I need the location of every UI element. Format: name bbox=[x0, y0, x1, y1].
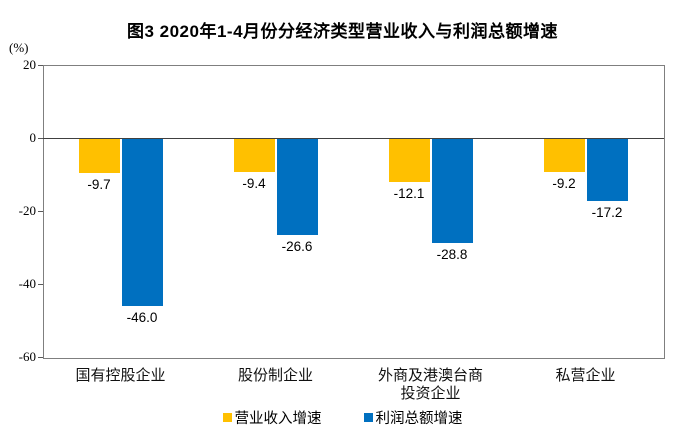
y-tick-mark bbox=[38, 65, 43, 66]
y-tick-label: 0 bbox=[29, 130, 37, 145]
legend-swatch-profit bbox=[363, 413, 373, 422]
y-tick-label: -40 bbox=[18, 276, 36, 291]
revenue-value-label: -9.4 bbox=[242, 176, 266, 192]
revenue-value-label: -9.7 bbox=[87, 177, 111, 193]
y-tick-mark bbox=[38, 284, 43, 285]
revenue-value-label: -9.2 bbox=[552, 175, 576, 191]
chart-title: 图3 2020年1-4月份分经济类型营业收入与利润总额增速 bbox=[126, 22, 559, 41]
y-tick-label: -60 bbox=[18, 349, 36, 364]
revenue-bar bbox=[233, 139, 275, 173]
profit-bar bbox=[431, 139, 473, 244]
legend-label-revenue: 营业收入增速 bbox=[234, 411, 322, 427]
legend-swatch-revenue bbox=[222, 413, 232, 422]
y-axis-unit-label: (%) bbox=[9, 40, 29, 55]
zero-baseline bbox=[43, 138, 664, 139]
legend-item-profit: 利润总额增速 bbox=[363, 407, 463, 428]
revenue-bar bbox=[543, 139, 585, 172]
x-category-label: 私营企业 bbox=[555, 368, 616, 384]
legend-item-revenue: 营业收入增速 bbox=[222, 407, 322, 428]
x-category-label: 外商及港澳台商 投资企业 bbox=[377, 368, 483, 402]
revenue-bar bbox=[78, 139, 120, 174]
y-tick-label: -20 bbox=[18, 203, 36, 218]
x-category-label: 股份制企业 bbox=[237, 368, 313, 384]
profit-value-label: -28.8 bbox=[436, 247, 468, 263]
y-tick-mark bbox=[38, 138, 43, 139]
legend: 营业收入增速 利润总额增速 bbox=[0, 407, 685, 428]
y-tick-mark bbox=[38, 211, 43, 212]
legend-label-profit: 利润总额增速 bbox=[375, 411, 463, 427]
profit-bar bbox=[586, 139, 628, 201]
profit-bar bbox=[276, 139, 318, 236]
profit-value-label: -46.0 bbox=[126, 309, 158, 325]
y-tick-label: 20 bbox=[23, 57, 36, 72]
x-category-label: 国有控股企业 bbox=[75, 368, 166, 384]
revenue-value-label: -12.1 bbox=[393, 186, 425, 202]
profit-bar bbox=[121, 139, 163, 306]
y-tick-mark bbox=[38, 357, 43, 358]
revenue-bar bbox=[388, 139, 430, 183]
profit-value-label: -26.6 bbox=[281, 239, 313, 255]
profit-value-label: -17.2 bbox=[591, 204, 623, 220]
